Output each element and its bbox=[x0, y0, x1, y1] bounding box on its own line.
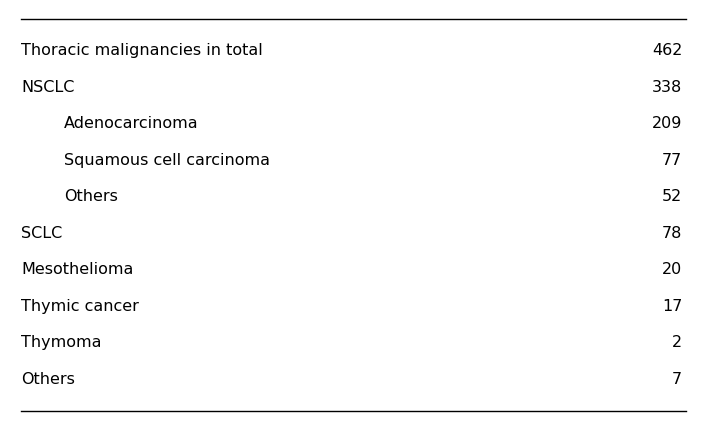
Text: 17: 17 bbox=[662, 299, 682, 314]
Text: 52: 52 bbox=[662, 189, 682, 204]
Text: 77: 77 bbox=[662, 153, 682, 168]
Text: Others: Others bbox=[21, 372, 75, 387]
Text: 20: 20 bbox=[662, 262, 682, 277]
Text: 78: 78 bbox=[662, 226, 682, 241]
Text: Squamous cell carcinoma: Squamous cell carcinoma bbox=[64, 153, 269, 168]
Text: NSCLC: NSCLC bbox=[21, 80, 74, 95]
Text: Mesothelioma: Mesothelioma bbox=[21, 262, 134, 277]
Text: 209: 209 bbox=[652, 116, 682, 131]
Text: 7: 7 bbox=[672, 372, 682, 387]
Text: Others: Others bbox=[64, 189, 117, 204]
Text: Adenocarcinoma: Adenocarcinoma bbox=[64, 116, 198, 131]
Text: Thymic cancer: Thymic cancer bbox=[21, 299, 139, 314]
Text: 338: 338 bbox=[652, 80, 682, 95]
Text: Thymoma: Thymoma bbox=[21, 335, 102, 350]
Text: 2: 2 bbox=[672, 335, 682, 350]
Text: 462: 462 bbox=[652, 43, 682, 58]
Text: Thoracic malignancies in total: Thoracic malignancies in total bbox=[21, 43, 263, 58]
Text: SCLC: SCLC bbox=[21, 226, 62, 241]
